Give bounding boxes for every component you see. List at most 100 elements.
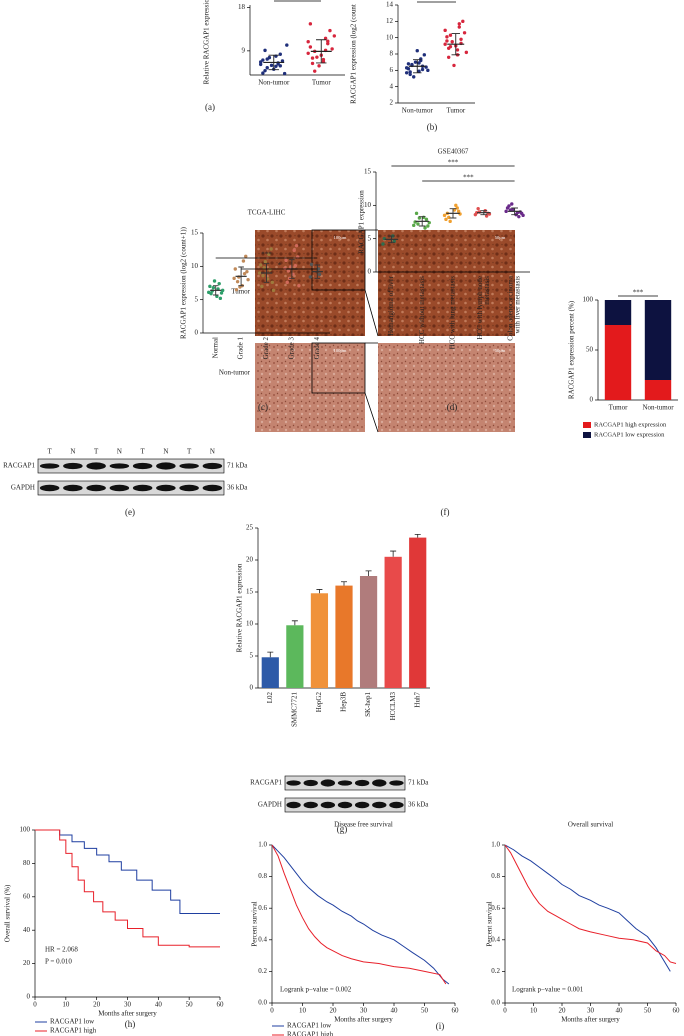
blot-band [354,779,370,787]
blot-band [179,463,199,469]
bar [384,556,402,688]
x-tick-label: 10 [299,1007,307,1015]
blot-band [372,801,387,809]
x-tick-label: 0 [33,1001,37,1009]
y-tick-label: 100 [20,826,31,834]
error-bar [291,620,298,626]
blot-band [63,462,83,470]
data-point [274,64,278,69]
blot-band [179,484,199,492]
data-point [309,262,314,267]
data-point [381,242,385,246]
blot-band [337,780,353,786]
annotation: Logrank p−value = 0.001 [512,986,584,994]
data-point [241,259,246,263]
y-tick-label: 2 [390,99,394,107]
data-point [452,208,457,212]
data-point [308,22,313,26]
blot-row-label: GAPDH [11,484,35,492]
x-tick-label: SK-hep1 [364,692,372,717]
data-point [285,280,289,285]
x-axis-label: Months after surgery [334,1016,393,1024]
data-point [265,66,269,70]
data-point [406,67,411,71]
y-tick-label: 20 [23,959,31,967]
data-point [217,281,221,286]
data-point [245,269,249,274]
inset-box [311,342,366,394]
legend-label: RACGAP1 high [287,1031,334,1036]
x-tick-label: SMMC7721 [290,692,298,728]
x-tick-label: HepG2 [315,692,323,713]
x-tick-label: HCC with lung metastasis [449,276,457,350]
x-tick-label: Hemangioma of liver [387,275,395,336]
blot-size-label: 36 kDa [227,484,248,492]
data-point [263,68,267,73]
data-point [258,263,263,267]
y-tick-label: 0.2 [491,967,500,975]
data-point [484,214,489,218]
chart-title: Disease free survival [334,821,393,829]
x-tick-label: Huh7 [413,692,421,708]
y-tick-label: 10 [364,201,372,209]
data-point [310,56,315,60]
x-tick-label: 60 [673,1007,681,1015]
x-tick-label: Grade 3 [288,337,296,360]
data-point [283,266,287,271]
data-point [208,284,212,289]
y-tick-label: 0 [368,268,372,276]
chart-title: GSE40367 [438,148,469,156]
y-axis-label: Percent survival [486,901,494,946]
data-point [417,61,421,65]
survival-curve [271,844,447,985]
y-tick-label: 6 [390,66,394,74]
zoom-line [364,229,379,433]
data-point [293,263,298,268]
x-tick-label: Normal [211,337,219,358]
data-point [265,57,269,61]
x-tick-label: Colon adenocarcinoma [507,275,515,341]
sd-bar [268,54,279,71]
row-label: Tumor [231,288,250,296]
y-tick-label: 60 [23,892,31,900]
annotation: Logrank p−value = 0.002 [280,986,352,994]
y-axis-label: Percent survival [251,901,259,946]
blot-band [132,462,153,470]
data-point [422,53,427,57]
data-point [263,259,268,264]
x-tick-label: Grade 1 [237,337,245,360]
sd-bar [263,263,270,283]
y-tick-label: 0.4 [258,935,267,943]
x-tick-label: Non-tumor [258,79,290,87]
y-tick-label: 15 [191,229,199,237]
data-point [408,70,412,74]
x-tick-label: 10 [530,1007,538,1015]
data-point [410,62,414,67]
data-point [317,272,322,277]
blot-band [320,779,336,787]
x-tick-label: Grade 2 [262,337,270,360]
ihc-image [378,230,515,336]
data-point [457,22,461,26]
lane-label: T [94,448,99,456]
data-point [209,291,213,296]
y-tick-label: 100 [583,296,594,304]
y-tick-label: 8 [390,50,394,58]
y-tick-label: 0.8 [258,872,267,880]
data-point [267,252,271,257]
blot-band [286,780,301,786]
y-tick-label: 0.6 [258,904,267,912]
x-tick-label: 10 [62,1001,70,1009]
blot-band [86,484,106,492]
blot-strip [37,458,225,474]
data-point [292,248,296,253]
data-point [448,33,453,37]
blot-band [303,779,318,787]
caption: (a) [205,102,215,112]
y-tick-label: 15 [246,588,254,596]
sd-bar [511,207,518,216]
caption: (f) [441,507,450,517]
x-tick-label: Tumor [312,79,331,87]
x-tick-label: 30 [124,1001,132,1009]
blot-band [354,801,370,809]
